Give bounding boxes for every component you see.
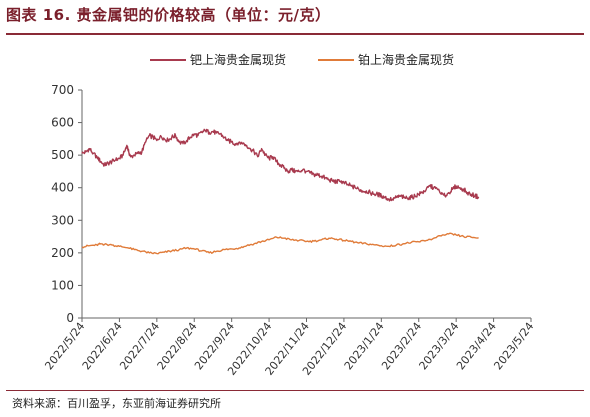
y-tick-label: 600 — [51, 116, 74, 130]
legend-label: 钯上海贵金属现货 — [190, 52, 286, 67]
y-tick-label: 500 — [51, 148, 74, 162]
series-line-platinum — [81, 232, 479, 255]
series-layer — [81, 128, 480, 255]
legend: 钯上海贵金属现货 铂上海贵金属现货 — [150, 52, 454, 67]
y-tick-label: 300 — [51, 213, 74, 227]
axes: 01002003004005006007002022/5/242022/6/24… — [42, 83, 536, 378]
title-rule — [6, 33, 584, 35]
price-chart: 钯上海贵金属现货 铂上海贵金属现货 01002003004005006007002… — [42, 52, 536, 378]
y-tick-label: 100 — [51, 278, 74, 292]
y-tick-label: 700 — [51, 83, 74, 97]
y-tick-label: 0 — [66, 311, 74, 325]
legend-label: 铂上海贵金属现货 — [358, 52, 454, 67]
y-tick-label: 200 — [51, 246, 74, 260]
figure-title: 图表 16. 贵金属钯的价格较高（单位：元/克） — [6, 6, 331, 24]
footer-rule — [6, 390, 584, 391]
source-note: 资料来源：百川盈孚，东亚前海证券研究所 — [12, 397, 221, 410]
y-tick-label: 400 — [51, 181, 74, 195]
series-line-palladium — [81, 128, 480, 202]
